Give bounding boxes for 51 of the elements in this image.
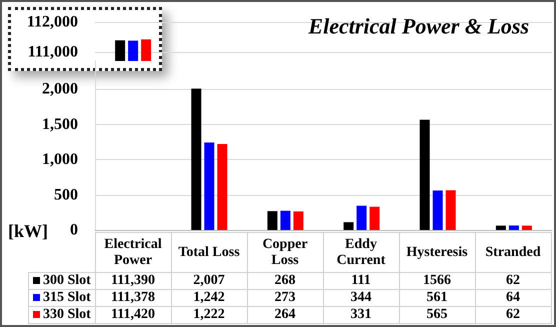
category-label: Electrical Power bbox=[104, 236, 162, 268]
data-label: 111 bbox=[323, 272, 399, 290]
data-label: 64 bbox=[475, 290, 551, 306]
y-tick-label: 1,500 bbox=[42, 116, 78, 133]
legend-label: 315 Slot bbox=[28, 290, 95, 306]
category-label: Hysteresis bbox=[406, 244, 468, 260]
y-tick-label: 1,000 bbox=[42, 151, 78, 168]
bar bbox=[508, 225, 519, 230]
bar bbox=[522, 226, 532, 230]
data-label: 264 bbox=[247, 306, 323, 324]
data-label: 565 bbox=[399, 306, 475, 324]
bar bbox=[204, 142, 214, 230]
bar bbox=[370, 206, 380, 230]
category-label: Copper Loss bbox=[262, 236, 308, 268]
bar bbox=[432, 190, 443, 230]
y-tick-label: 111,000 bbox=[28, 44, 78, 60]
bar bbox=[446, 190, 456, 230]
bar bbox=[191, 88, 202, 230]
y-axis-title: [kW] bbox=[8, 221, 48, 241]
bar bbox=[217, 144, 228, 230]
data-label: 62 bbox=[475, 272, 551, 290]
bar bbox=[420, 120, 430, 230]
text: 111,378 bbox=[111, 290, 155, 305]
category-label: Total Loss bbox=[178, 244, 240, 260]
data-label: 561 bbox=[399, 290, 475, 306]
y-tick-label: 0 bbox=[70, 222, 78, 238]
data-label: 1566 bbox=[399, 272, 475, 290]
y-tick-label: 2,000 bbox=[42, 80, 78, 98]
text: 111,420 bbox=[111, 307, 155, 322]
bar bbox=[496, 226, 506, 230]
text: 111,390 bbox=[111, 273, 155, 288]
data-label: 62 bbox=[475, 306, 551, 324]
bar bbox=[293, 211, 304, 230]
legend-label: 330 Slot bbox=[28, 306, 95, 324]
data-label: 331 bbox=[323, 306, 399, 324]
data-label: 2,007 bbox=[171, 272, 247, 290]
chart-title: Electrical Power & Loss bbox=[307, 14, 530, 38]
y-tick-label: 112,000 bbox=[26, 14, 78, 30]
data-label: 273 bbox=[247, 290, 323, 306]
data-label: 268 bbox=[247, 272, 323, 290]
bar bbox=[344, 222, 354, 230]
data-label: 1,222 bbox=[171, 306, 247, 324]
bar bbox=[280, 210, 290, 230]
y-tick-label: 500 bbox=[54, 186, 78, 204]
category-label: Stranded bbox=[485, 244, 541, 260]
bar bbox=[356, 206, 367, 230]
data-label: 1,242 bbox=[171, 290, 247, 306]
bar bbox=[267, 211, 278, 230]
data-label: 344 bbox=[323, 290, 399, 306]
category-label: Eddy Current bbox=[336, 236, 386, 268]
legend-label: 300 Slot bbox=[28, 272, 95, 290]
